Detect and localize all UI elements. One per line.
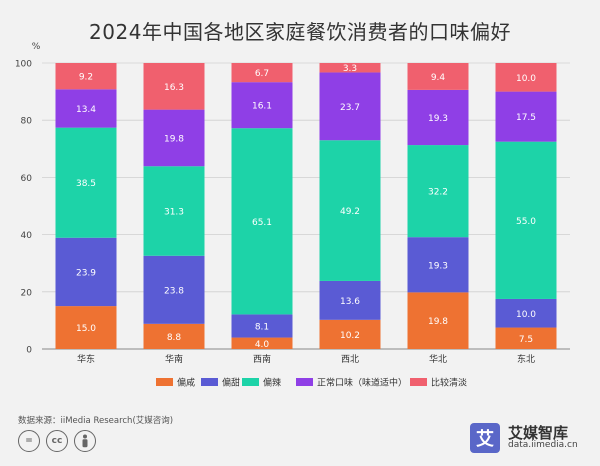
bar-segment [143,166,205,256]
x-tick-label: 华南 [165,353,183,365]
data-label: 4.0 [255,340,270,350]
data-label: 19.8 [164,134,184,144]
bar-segment [495,327,557,349]
data-label: 9.4 [431,73,446,83]
data-label: 17.5 [516,113,536,123]
bar-segment [231,128,293,315]
legend-label: 比较清淡 [431,377,467,389]
x-tick-label: 华东 [77,353,95,365]
bar-segment [143,323,205,349]
data-label: 32.2 [428,188,448,198]
data-label: 8.1 [255,322,269,332]
data-label: 38.5 [76,179,96,189]
legend-label: 偏辣 [263,377,281,389]
data-label: 65.1 [252,218,272,228]
bar-segment [495,298,557,328]
bar-segment [231,337,293,349]
brand-logo: 艾 艾媒智库 data.iimedia.cn [470,423,578,453]
person-icon [74,430,96,452]
bar-segment [55,306,117,349]
data-label: 10.0 [516,310,536,320]
x-tick-label: 华北 [429,353,447,365]
bar-segment [55,63,117,90]
data-label: 19.8 [428,317,448,327]
y-tick-label: 80 [21,117,33,127]
license-icons: = cc [18,430,96,452]
x-tick-label: 西北 [341,354,359,365]
data-label: 16.3 [164,83,184,93]
legend-swatch [201,378,218,386]
bar-segment [495,91,557,142]
y-unit-label: % [32,42,41,52]
bar-segment [407,63,469,90]
bar-segment [407,292,469,349]
cc-icon: cc [46,430,68,452]
data-label: 6.7 [255,69,269,79]
brand-name: 艾媒智库 [508,423,569,442]
data-label: 49.2 [340,207,360,217]
bar-segment [319,63,381,73]
bar-segment [407,89,469,146]
data-label: 13.6 [340,297,360,307]
brand-mark-icon: 艾 [470,423,500,453]
bar-segment [143,255,205,324]
y-tick-label: 100 [15,60,32,70]
bar-segment [407,145,469,238]
data-label: 55.0 [516,217,536,227]
data-label: 16.1 [252,102,272,112]
data-label: 19.3 [428,261,448,271]
data-source: 数据来源：iiMedia Research(艾媒咨询) [18,416,174,426]
legend-label: 偏甜 [222,377,240,389]
bar-segment [231,82,293,129]
data-label: 3.3 [343,64,357,74]
equals-icon: = [18,430,40,452]
data-label: 19.3 [428,114,448,124]
legend-swatch [410,378,427,386]
bar-segment [55,89,117,128]
legend-label: 偏咸 [177,377,195,389]
data-label: 23.8 [164,286,184,296]
bar-segment [319,280,381,320]
bar-segment [55,237,117,307]
legend-label: 正常口味（味道适中） [317,377,407,389]
data-label: 23.9 [76,268,96,278]
x-tick-label: 西南 [253,353,271,365]
legend-swatch [156,378,173,386]
bar-segment [495,63,557,92]
data-label: 7.5 [519,335,533,345]
data-label: 23.7 [340,103,360,113]
y-tick-label: 20 [21,288,33,298]
data-label: 9.2 [79,73,93,83]
bar-segment [319,72,381,141]
chart-title: 2024年中国各地区家庭餐饮消费者的口味偏好 [89,20,511,44]
data-label: 31.3 [164,208,184,218]
bar-segment [55,127,117,238]
legend-swatch [296,378,313,386]
data-label: 10.0 [516,74,536,84]
data-label: 13.4 [76,105,96,115]
bar-segment [319,319,381,349]
bar-segment [231,63,293,83]
y-tick-label: 0 [26,346,32,356]
bar-segment [495,141,557,299]
bar-segment [407,237,469,293]
bar-segment [143,63,205,110]
data-label: 8.8 [167,333,182,343]
data-label: 15.0 [76,324,96,334]
bar-segment [143,109,205,167]
bar-segment [231,314,293,338]
brand-url: data.iimedia.cn [508,440,578,451]
y-tick-label: 40 [21,231,33,241]
legend-swatch [242,378,259,386]
y-tick-label: 60 [21,174,33,184]
x-tick-label: 东北 [517,353,535,365]
bar-segment [319,140,381,281]
data-label: 10.2 [340,331,360,341]
